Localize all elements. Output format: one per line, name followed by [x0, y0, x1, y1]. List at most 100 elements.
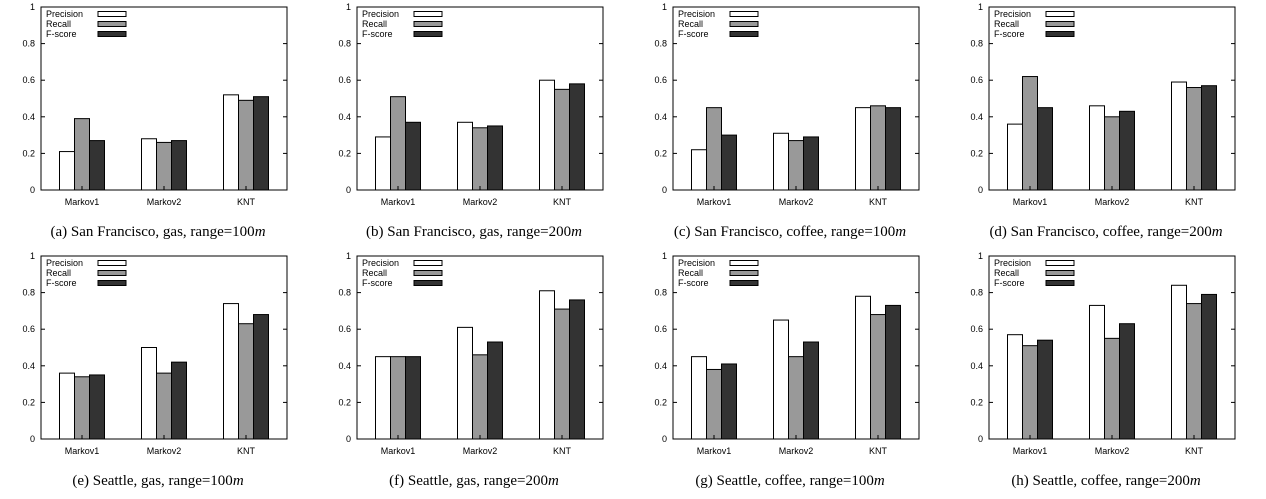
legend-label: F-score [362, 29, 393, 39]
x-tick-label: Markov2 [147, 446, 182, 456]
bar-chart: 0 0.2 0.4 0.6 0.8 1 Markov1 Markov2 KNT Precision… [338, 2, 604, 207]
y-tick-label: 0 [346, 434, 351, 444]
bar [171, 361, 187, 440]
y-tick-label: 0 [978, 434, 983, 444]
legend-label: Precision [994, 9, 1031, 19]
bar [156, 372, 172, 440]
bar [74, 376, 90, 440]
chart-caption: (c) San Francisco, coffee, range=100m [632, 224, 948, 241]
bar [405, 121, 421, 191]
bar [171, 140, 187, 191]
bar [691, 356, 707, 440]
chart-caption: (g) Seattle, coffee, range=100m [632, 473, 948, 490]
bar-chart: 0 0.2 0.4 0.6 0.8 1 Markov1 Markov2 KNT Precision… [654, 251, 920, 456]
y-tick-label: 0.4 [654, 112, 667, 122]
y-tick-label: 0.8 [970, 288, 983, 298]
caption-label: (g) Seattle, coffee, range=100 [695, 473, 874, 489]
caption-label: (f) Seattle, gas, range=200 [389, 473, 548, 489]
y-tick-label: 0 [346, 185, 351, 195]
caption-label: (b) San Francisco, gas, range=200 [366, 224, 572, 240]
legend-label: Precision [46, 9, 83, 19]
x-tick-label: KNT [553, 446, 572, 456]
legend-label: Recall [46, 19, 71, 29]
chart-panel: 0 0.2 0.4 0.6 0.8 1 Markov1 Markov2 KNT Precision… [948, 0, 1264, 249]
y-tick-label: 0.2 [22, 397, 35, 407]
bar [375, 136, 391, 191]
legend-label: Precision [46, 258, 83, 268]
legend-swatch [1045, 270, 1075, 276]
legend-swatch [97, 31, 127, 37]
bar [59, 151, 75, 191]
bar [1089, 105, 1105, 191]
bar [773, 319, 789, 440]
bar [1119, 323, 1135, 440]
legend-swatch [97, 21, 127, 27]
legend-swatch [1045, 260, 1075, 266]
x-tick-label: KNT [237, 446, 256, 456]
caption-unit: m [232, 473, 244, 489]
legend-label: Precision [678, 258, 715, 268]
y-tick-label: 1 [662, 251, 667, 261]
legend-swatch [729, 31, 759, 37]
x-tick-label: KNT [869, 197, 888, 207]
bar [803, 136, 819, 191]
bar [1037, 339, 1053, 440]
legend-swatch [413, 21, 443, 27]
legend-label: Precision [362, 9, 399, 19]
legend-swatch [413, 270, 443, 276]
x-tick-label: Markov2 [779, 197, 814, 207]
bar [885, 304, 901, 440]
bar [1186, 87, 1202, 191]
bar [1171, 81, 1187, 191]
chart-caption: (b) San Francisco, gas, range=200m [316, 224, 632, 241]
x-tick-label: Markov1 [1013, 197, 1048, 207]
bar [1171, 284, 1187, 440]
legend-label: F-score [362, 278, 393, 288]
bar [1104, 116, 1120, 191]
bar-chart: 0 0.2 0.4 0.6 0.8 1 Markov1 Markov2 KNT Precision… [970, 251, 1236, 456]
y-tick-label: 0 [662, 434, 667, 444]
bar [1007, 334, 1023, 440]
legend-label: F-score [678, 29, 709, 39]
legend-label: Recall [678, 19, 703, 29]
bar [457, 326, 473, 440]
y-tick-label: 0.2 [338, 397, 351, 407]
legend-swatch [97, 260, 127, 266]
y-tick-label: 0 [30, 434, 35, 444]
bar [89, 140, 105, 191]
y-tick-label: 0.6 [654, 324, 667, 334]
bar [1022, 76, 1038, 191]
bar [390, 96, 406, 191]
bar [375, 356, 391, 440]
caption-unit: m [547, 473, 559, 489]
bar [1022, 345, 1038, 440]
bar [457, 121, 473, 191]
bar [472, 354, 488, 440]
bar [569, 299, 585, 440]
y-tick-label: 0.2 [970, 148, 983, 158]
legend-label: Precision [678, 9, 715, 19]
bar [1186, 303, 1202, 440]
x-tick-label: Markov1 [1013, 446, 1048, 456]
bar [539, 290, 555, 440]
y-tick-label: 0.4 [22, 361, 35, 371]
bar [569, 83, 585, 191]
x-tick-label: KNT [237, 197, 256, 207]
x-tick-label: Markov2 [463, 197, 498, 207]
y-tick-label: 0.8 [22, 39, 35, 49]
legend-swatch [97, 11, 127, 17]
bar [141, 347, 157, 440]
bar [706, 107, 722, 191]
legend-label: F-score [678, 278, 709, 288]
chart-caption: (f) Seattle, gas, range=200m [316, 473, 632, 490]
x-tick-label: Markov2 [779, 446, 814, 456]
legend-label: Precision [362, 258, 399, 268]
chart-panel: 0 0.2 0.4 0.6 0.8 1 Markov1 Markov2 KNT Precision… [0, 249, 316, 498]
y-tick-label: 0.8 [654, 288, 667, 298]
y-tick-label: 0.2 [22, 148, 35, 158]
y-tick-label: 0.6 [338, 75, 351, 85]
bar [539, 79, 555, 191]
x-tick-label: KNT [553, 197, 572, 207]
legend-label: Recall [362, 268, 387, 278]
